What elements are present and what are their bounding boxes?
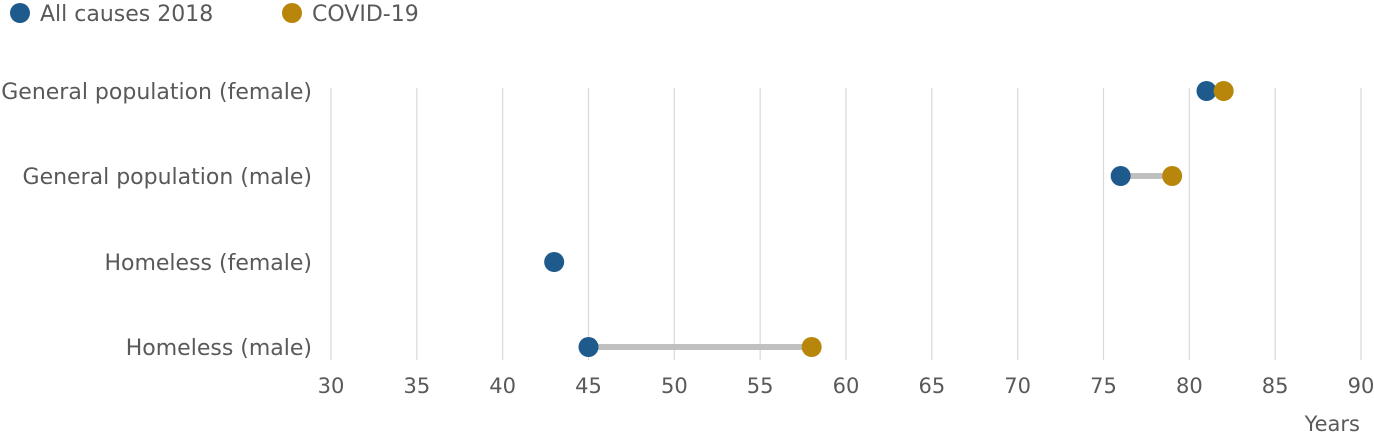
- point-series1-row2: [1110, 166, 1131, 186]
- point-series2-row4: [801, 337, 822, 357]
- point-series1-row1: [1196, 81, 1217, 101]
- point-series2-row1: [1213, 81, 1234, 101]
- x-tick-label-65: 65: [918, 374, 945, 398]
- category-labels: General population (female) General popul…: [1, 80, 312, 361]
- x-tick-label-45: 45: [575, 374, 602, 398]
- x-tick-label-75: 75: [1090, 374, 1117, 398]
- x-tick-label-55: 55: [747, 374, 774, 398]
- x-tick-label-60: 60: [833, 374, 860, 398]
- x-tick-label-50: 50: [661, 374, 688, 398]
- category-label-2: General population (male): [23, 165, 312, 190]
- data-points: [544, 81, 1234, 357]
- point-series1-row3: [544, 252, 565, 272]
- x-tick-label-30: 30: [318, 374, 345, 398]
- point-series2-row2: [1162, 166, 1183, 186]
- category-label-3: Homeless (female): [104, 251, 312, 276]
- x-axis-ticks: 30 35 40 45 50 55 60 65 70 75 80 85 90: [318, 374, 1374, 398]
- legend-marker-2: [282, 3, 302, 23]
- x-tick-label-85: 85: [1262, 374, 1289, 398]
- x-tick-label-90: 90: [1348, 374, 1374, 398]
- legend-label-1: All causes 2018: [40, 2, 213, 27]
- legend-label-2: COVID-19: [312, 2, 419, 27]
- point-series1-row4: [578, 337, 599, 357]
- connectors: [588, 88, 1224, 350]
- category-label-1: General population (female): [1, 80, 312, 105]
- legend: All causes 2018 COVID-19: [10, 2, 419, 27]
- x-tick-label-35: 35: [403, 374, 430, 398]
- x-tick-label-80: 80: [1176, 374, 1203, 398]
- x-axis-label: Years: [1304, 412, 1360, 434]
- x-tick-label-70: 70: [1004, 374, 1031, 398]
- legend-marker-1: [10, 3, 30, 23]
- category-label-4: Homeless (male): [126, 336, 312, 361]
- x-tick-label-40: 40: [489, 374, 516, 398]
- grid-lines: [330, 88, 1362, 360]
